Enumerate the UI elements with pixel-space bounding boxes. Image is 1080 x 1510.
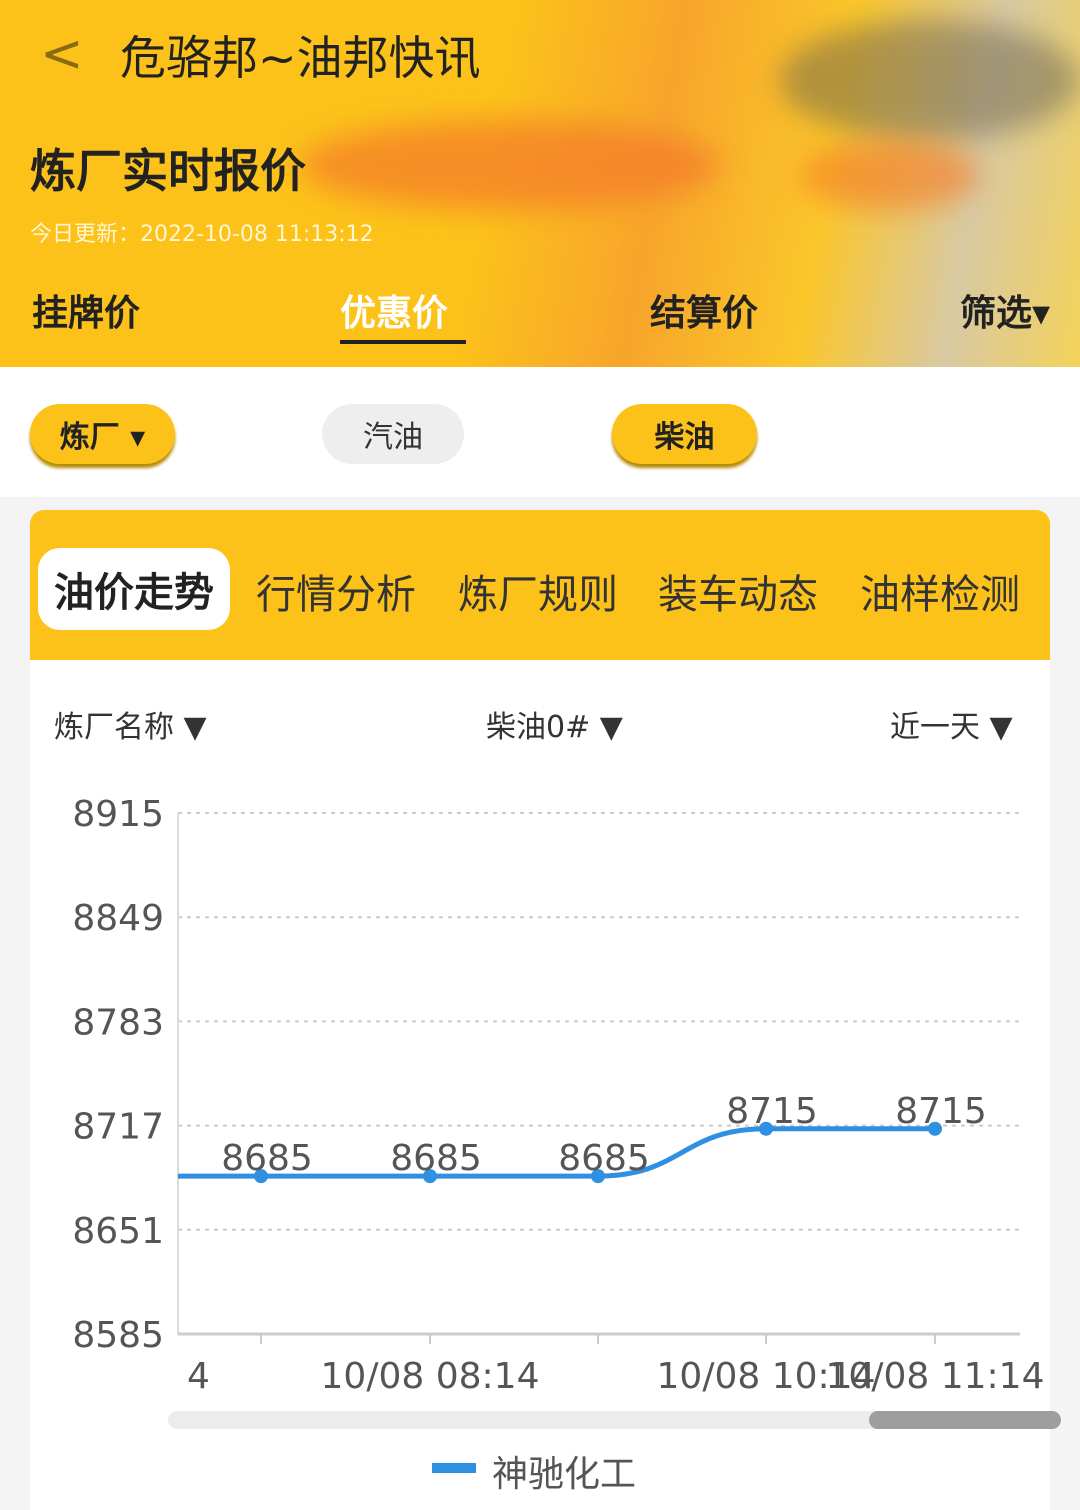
chart-scrollbar[interactable] (168, 1411, 1028, 1429)
brush-decoration (800, 140, 980, 210)
app-title: 危骆邦~油邦快讯 (120, 31, 481, 85)
data-point (254, 1169, 268, 1184)
chart-card: 油价走势 行情分析 炼厂规则 装车动态 油样检测 炼厂名称 ▼ 柴油0# ▼ 近… (30, 510, 1050, 1510)
x-tick-label: 10/08 10:14 (657, 1356, 876, 1397)
tab-listed-price[interactable]: 挂牌价 (32, 293, 141, 334)
caret-down-icon: ▼ (989, 710, 1013, 745)
filter-bar (0, 367, 1080, 497)
y-tick-label: 8717 (72, 1107, 164, 1148)
header: < 危骆邦~油邦快讯 炼厂实时报价 今日更新：2022-10-08 11:13:… (0, 0, 1080, 367)
x-tick-label: 4 (187, 1356, 210, 1397)
page-title: 炼厂实时报价 (30, 144, 306, 198)
data-label: 8685 (390, 1138, 482, 1179)
y-tick-label: 8849 (72, 898, 164, 939)
tab-settlement-price[interactable]: 结算价 (650, 293, 759, 334)
data-point (928, 1121, 942, 1136)
data-label: 8715 (895, 1091, 987, 1132)
refinery-selector[interactable]: 炼厂名称 ▼ (54, 702, 207, 746)
data-point (591, 1169, 605, 1184)
brush-decoration (780, 20, 1080, 140)
range-selector[interactable]: 近一天 ▼ (890, 702, 1013, 746)
subtab-market-analysis[interactable]: 行情分析 (256, 572, 416, 618)
tab-discount-price[interactable]: 优惠价 (340, 293, 449, 334)
data-label: 8685 (558, 1138, 650, 1179)
chevron-left-icon[interactable]: < (40, 24, 84, 84)
data-point (423, 1169, 437, 1184)
y-tick-label: 8915 (72, 794, 164, 835)
refinery-selector-label: 炼厂名称 (54, 710, 174, 745)
diesel-filter[interactable]: 柴油 (612, 404, 757, 464)
x-tick-label: 10/08 11:14 (826, 1356, 1045, 1397)
update-time: 今日更新：2022-10-08 11:13:12 (30, 222, 374, 247)
y-tick-label: 8783 (72, 1002, 164, 1043)
gasoline-filter[interactable]: 汽油 (322, 404, 464, 464)
y-tick-label: 8585 (72, 1315, 164, 1356)
tab-filter[interactable]: 筛选▾ (960, 293, 1051, 334)
brush-decoration (300, 120, 720, 210)
product-selector-label: 柴油0# (486, 710, 591, 745)
subtab-loading-status[interactable]: 装车动态 (658, 572, 818, 618)
caret-down-icon: ▼ (183, 710, 207, 745)
x-tick-label: 10/08 08:14 (321, 1356, 540, 1397)
legend-label: 神驰化工 (492, 1454, 636, 1495)
scrollbar-thumb[interactable] (869, 1411, 1061, 1429)
range-selector-label: 近一天 (890, 710, 980, 745)
legend-swatch (432, 1463, 476, 1473)
subtab-bar: 油价走势 行情分析 炼厂规则 装车动态 油样检测 (30, 510, 1050, 660)
subtab-refinery-rules[interactable]: 炼厂规则 (458, 572, 618, 618)
subtab-oil-testing[interactable]: 油样检测 (860, 572, 1020, 618)
product-selector[interactable]: 柴油0# ▼ (486, 702, 623, 746)
refinery-filter[interactable]: 炼厂 ▾ (30, 404, 175, 464)
active-tab-indicator (340, 340, 466, 344)
y-tick-label: 8651 (72, 1211, 164, 1252)
data-label: 8685 (221, 1138, 313, 1179)
data-point (759, 1121, 773, 1136)
data-label: 8715 (726, 1091, 818, 1132)
caret-down-icon: ▼ (599, 710, 623, 745)
subtab-price-trend[interactable]: 油价走势 (38, 548, 230, 630)
